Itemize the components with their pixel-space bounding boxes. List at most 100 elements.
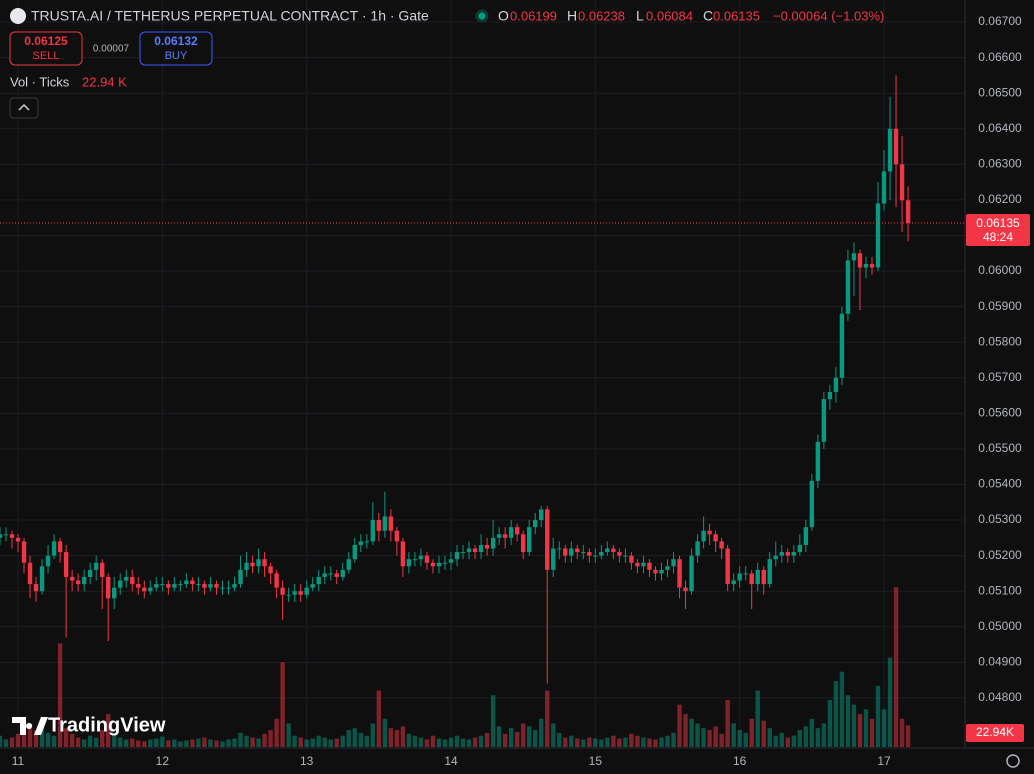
volume-bar [623,737,628,747]
candle-body [286,594,291,596]
volume-bar [569,735,574,747]
ohlc-value: 0.06199 [510,8,557,23]
volume-bar [755,690,760,747]
y-tick-label: 0.05700 [978,370,1022,384]
volume-bar [478,735,484,747]
volume-bar [629,733,634,747]
buy-button[interactable] [139,31,213,66]
y-tick-label: 0.05300 [978,512,1022,526]
candle-body [3,534,9,536]
candle-body [773,555,778,560]
candle-body [142,587,147,592]
candle-body [316,576,321,585]
candle-body [791,552,797,556]
volume-bar [533,730,538,747]
candle-body [280,587,285,595]
volume-bar [340,735,345,747]
chevron-icon [18,103,30,111]
volume-bar [99,730,105,747]
candle-body [382,516,388,531]
volume-bar [857,714,863,747]
volume-bar [508,728,514,747]
symbol-icon[interactable] [10,8,26,24]
y-tick-label: 0.05400 [978,477,1022,491]
volume-bar [815,728,821,747]
volume-bar [557,732,562,747]
volume-bar [899,718,905,747]
ohlc-value: 0.06135 [713,8,760,23]
volume-indicator[interactable]: Vol · Ticks [10,74,70,89]
volume-bar [190,739,195,747]
candle-body [244,562,249,570]
candle-body [695,541,700,556]
candle-body [9,534,15,538]
volume-bar [563,737,568,747]
volume-bar [701,728,706,747]
ohlc-value: 0.06084 [646,8,693,23]
candle-body [827,391,833,400]
volume-bar [310,738,315,747]
candle-body [63,552,69,577]
volume-bar [118,737,123,747]
volume-bar [130,738,135,747]
volume-bar [184,740,189,747]
x-tick-label: 15 [589,754,603,768]
volume-bar [63,728,69,747]
ohlc-label: L [636,8,644,24]
candle-body [755,569,760,585]
volume-bar [581,739,586,747]
candle-body [635,562,640,567]
volume-bar [887,657,893,747]
settings-icon[interactable] [1006,754,1020,768]
volume-bar [448,737,454,747]
candle-body [424,555,430,563]
volume-bar [394,730,400,747]
volume-bar [346,730,351,747]
ohlc-label: C [703,8,713,24]
volume-bar [202,737,207,747]
volume-bar [196,738,201,747]
volume-bar [551,723,556,747]
candle-body [118,580,123,588]
candle-body [448,559,454,563]
candle-body [292,591,297,595]
volume-bar [496,726,502,747]
volume-bar [256,738,261,747]
volume-bar [280,662,285,747]
candle-body [69,576,75,581]
volume-bar [809,718,815,747]
volume-bar [863,709,869,747]
sell-button[interactable] [9,31,83,66]
candle-body [893,128,899,165]
collapse-button[interactable] [9,97,39,119]
volume-bar [502,733,508,747]
volume-bar [93,737,99,747]
volume-bar [611,735,616,747]
candle-body [51,541,57,556]
volume-bar [593,738,598,747]
sell-price: 0.06125 [24,34,68,48]
y-tick-label: 0.05800 [978,334,1022,348]
volume-bar [514,731,520,747]
candle-body [57,541,63,553]
volume-bar [839,671,845,747]
symbol-title[interactable]: TRUSTA.AI / TETHERUS PERPETUAL CONTRACT … [31,8,429,24]
candle-body [707,530,712,535]
volume-bar [641,737,646,747]
candle-body [863,263,869,268]
candle-body [809,480,815,528]
candle-body [376,520,382,531]
candle-body [262,559,267,567]
volume-bar [851,704,857,747]
volume-bar [539,718,544,747]
volume-bar [87,735,93,747]
volume-bar [791,735,797,747]
volume-bar [575,738,580,747]
ohlc-value: 0.06238 [578,8,625,23]
candle-body [220,587,225,589]
volume-bar [881,709,887,747]
candle-body [81,576,87,585]
volume-bar [172,739,177,747]
